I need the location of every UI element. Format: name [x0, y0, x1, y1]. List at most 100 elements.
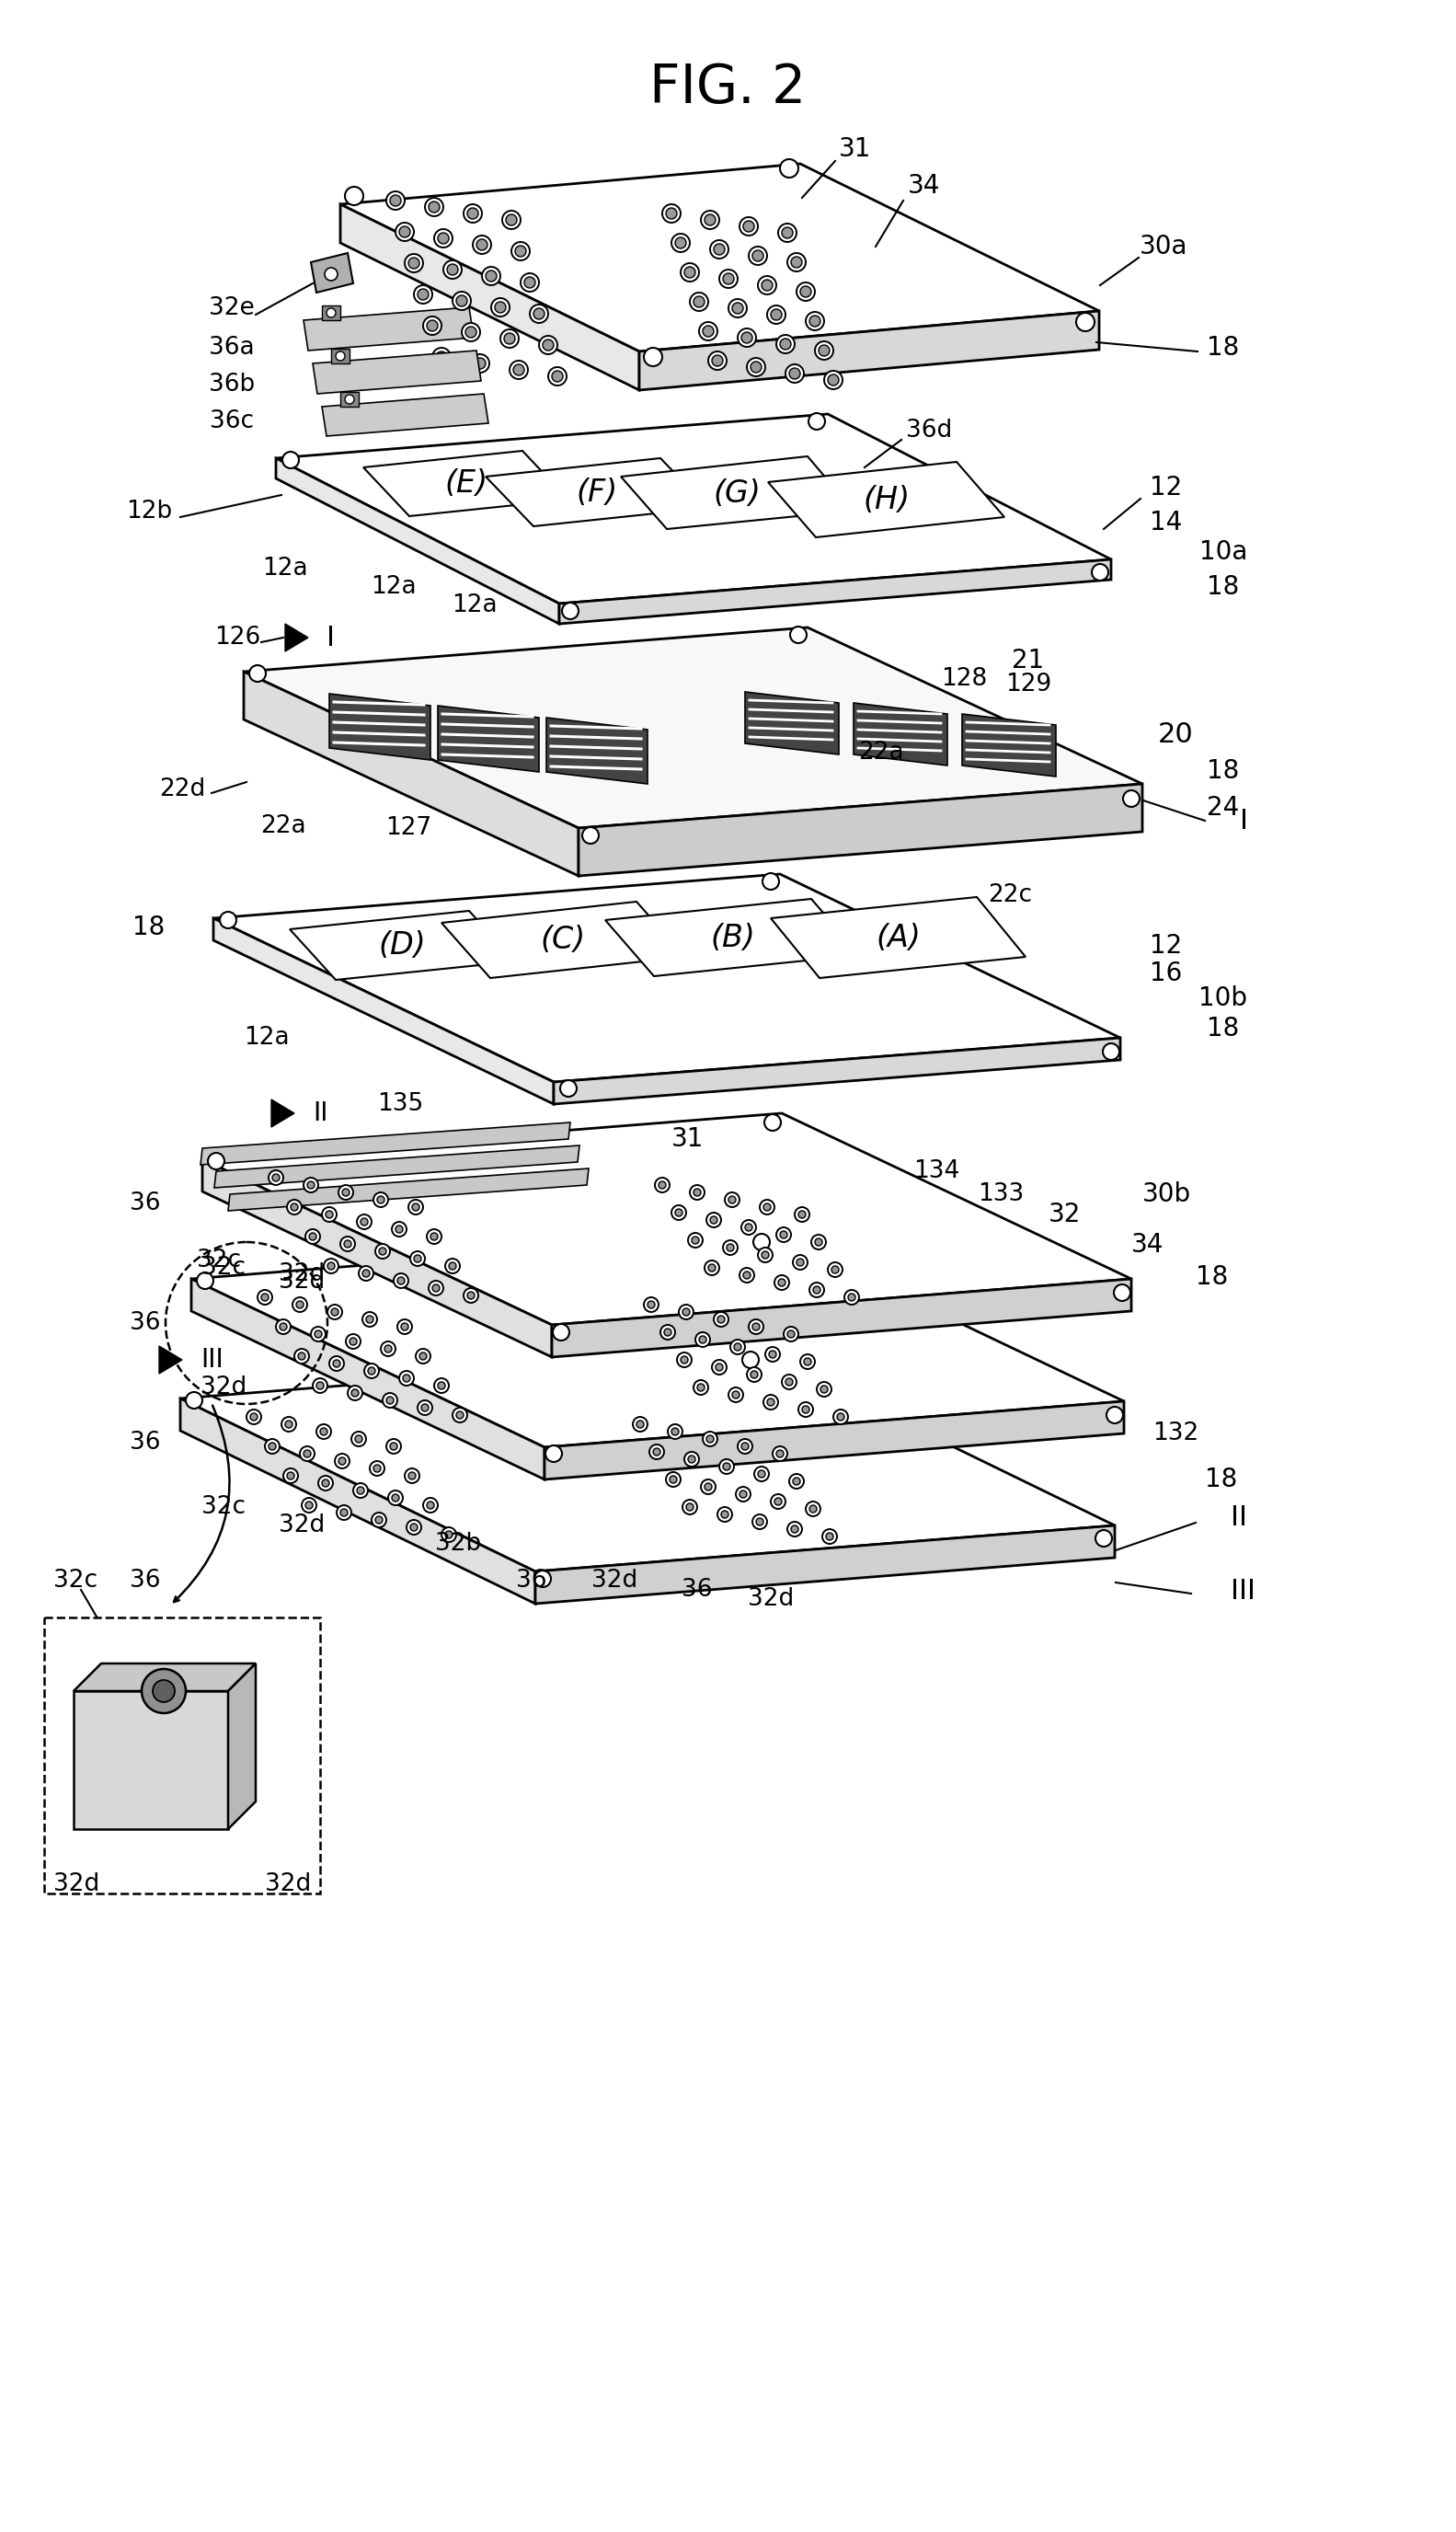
Circle shape: [392, 1223, 406, 1236]
Circle shape: [427, 319, 438, 332]
Circle shape: [689, 1233, 703, 1248]
Text: 34: 34: [909, 172, 941, 197]
Circle shape: [431, 1233, 438, 1241]
Circle shape: [301, 1499, 316, 1512]
Circle shape: [406, 1519, 421, 1534]
Polygon shape: [214, 1144, 579, 1188]
Circle shape: [396, 1225, 403, 1233]
Polygon shape: [364, 451, 568, 517]
Text: 32d: 32d: [748, 1588, 794, 1610]
Circle shape: [405, 253, 424, 273]
Circle shape: [546, 1446, 562, 1461]
Polygon shape: [243, 671, 578, 876]
Circle shape: [831, 1266, 839, 1274]
Circle shape: [453, 1408, 467, 1423]
Text: 135: 135: [377, 1091, 424, 1117]
Circle shape: [683, 1499, 697, 1514]
Circle shape: [208, 1152, 224, 1170]
Circle shape: [399, 225, 411, 238]
Circle shape: [534, 1570, 550, 1588]
Circle shape: [562, 603, 578, 620]
Circle shape: [482, 266, 501, 286]
Text: 36: 36: [130, 1193, 160, 1215]
Circle shape: [794, 1256, 808, 1269]
Circle shape: [708, 352, 727, 370]
Circle shape: [543, 339, 553, 349]
Text: 36: 36: [130, 1570, 160, 1593]
Circle shape: [782, 1375, 796, 1390]
Circle shape: [773, 1446, 788, 1461]
Circle shape: [676, 1208, 683, 1215]
Text: 32c: 32c: [197, 1248, 242, 1274]
Text: 134: 134: [913, 1160, 960, 1182]
Circle shape: [770, 1494, 785, 1509]
Text: 20: 20: [1158, 722, 1194, 747]
Polygon shape: [285, 623, 309, 651]
Circle shape: [425, 197, 443, 215]
Polygon shape: [181, 1398, 536, 1603]
Polygon shape: [853, 704, 948, 765]
Text: 22d: 22d: [159, 777, 205, 800]
Circle shape: [438, 1382, 446, 1390]
Circle shape: [817, 1382, 831, 1398]
Circle shape: [700, 1479, 715, 1494]
Polygon shape: [229, 1664, 256, 1828]
Text: 21: 21: [1012, 648, 1044, 674]
Circle shape: [780, 160, 798, 177]
Text: 133: 133: [977, 1182, 1024, 1205]
Circle shape: [403, 1375, 411, 1382]
Circle shape: [298, 1352, 306, 1360]
Text: 32: 32: [1048, 1203, 1082, 1228]
Circle shape: [303, 1177, 319, 1193]
Text: 18: 18: [132, 914, 165, 939]
Circle shape: [789, 1474, 804, 1489]
Circle shape: [533, 309, 545, 319]
Circle shape: [258, 1289, 272, 1304]
Text: 31: 31: [671, 1127, 705, 1152]
Circle shape: [473, 235, 491, 253]
Circle shape: [684, 1451, 699, 1466]
Circle shape: [794, 1479, 801, 1484]
Circle shape: [823, 1529, 837, 1545]
Circle shape: [323, 1258, 338, 1274]
Circle shape: [847, 1294, 855, 1301]
Circle shape: [524, 276, 536, 289]
Polygon shape: [201, 1122, 571, 1165]
Circle shape: [316, 1382, 323, 1390]
Polygon shape: [202, 1160, 552, 1357]
Circle shape: [386, 192, 405, 210]
Text: 36d: 36d: [906, 418, 952, 443]
Circle shape: [780, 339, 791, 349]
Circle shape: [435, 352, 447, 362]
Circle shape: [316, 1423, 331, 1438]
Circle shape: [747, 1367, 761, 1382]
Circle shape: [740, 218, 759, 235]
Polygon shape: [322, 306, 341, 319]
Circle shape: [397, 1276, 405, 1284]
Circle shape: [453, 291, 470, 309]
Circle shape: [418, 1400, 432, 1415]
Circle shape: [811, 1236, 826, 1248]
Circle shape: [501, 329, 518, 347]
Circle shape: [764, 1114, 780, 1132]
Circle shape: [712, 354, 724, 367]
Circle shape: [705, 215, 715, 225]
Polygon shape: [331, 349, 349, 365]
Circle shape: [789, 367, 801, 380]
Text: 14: 14: [1150, 509, 1182, 534]
Circle shape: [671, 1205, 686, 1220]
Circle shape: [759, 276, 776, 294]
Circle shape: [427, 1501, 434, 1509]
Circle shape: [759, 1248, 773, 1263]
Circle shape: [432, 347, 451, 367]
Text: 32b: 32b: [435, 1532, 480, 1555]
Text: 18: 18: [1195, 1263, 1229, 1289]
Polygon shape: [486, 458, 708, 527]
Circle shape: [810, 1504, 817, 1512]
Text: 32d: 32d: [278, 1514, 325, 1537]
Circle shape: [686, 1504, 693, 1512]
Circle shape: [467, 1291, 475, 1299]
Circle shape: [705, 1261, 719, 1276]
Circle shape: [747, 357, 766, 377]
Circle shape: [693, 1380, 708, 1395]
